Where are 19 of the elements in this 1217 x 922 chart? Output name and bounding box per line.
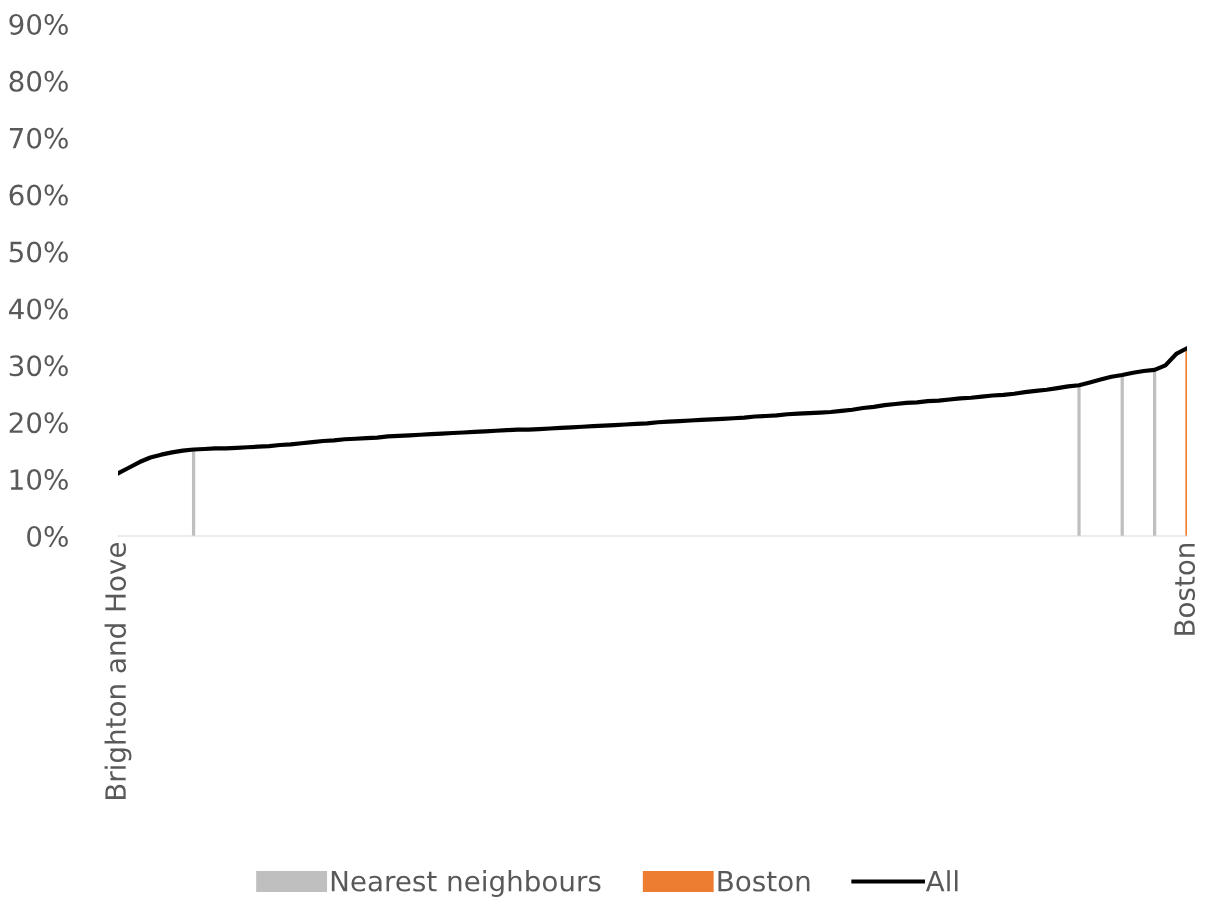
legend-label: Boston <box>718 870 810 892</box>
y-tick-label: 60% <box>9 184 68 206</box>
y-tick-label: 40% <box>9 298 68 320</box>
legend-label: Nearest neighbours <box>331 870 601 897</box>
y-tick-label: 80% <box>9 70 68 92</box>
bar <box>1152 369 1157 536</box>
bar <box>1077 385 1081 536</box>
bar <box>1185 348 1187 536</box>
y-tick-label: 70% <box>9 127 68 149</box>
legend-label: All <box>925 870 958 892</box>
x-tick-label: Brighton and Hove <box>104 543 132 800</box>
y-tick-label: 20% <box>9 412 68 434</box>
y-tick-label: 0% <box>27 525 68 547</box>
y-tick-label: 30% <box>9 355 68 377</box>
y-tick-label: 10% <box>10 469 68 491</box>
y-tick-label: 90% <box>9 13 68 35</box>
line-series <box>118 346 1187 476</box>
bar <box>1120 375 1124 536</box>
y-tick-label: 50% <box>9 241 68 263</box>
